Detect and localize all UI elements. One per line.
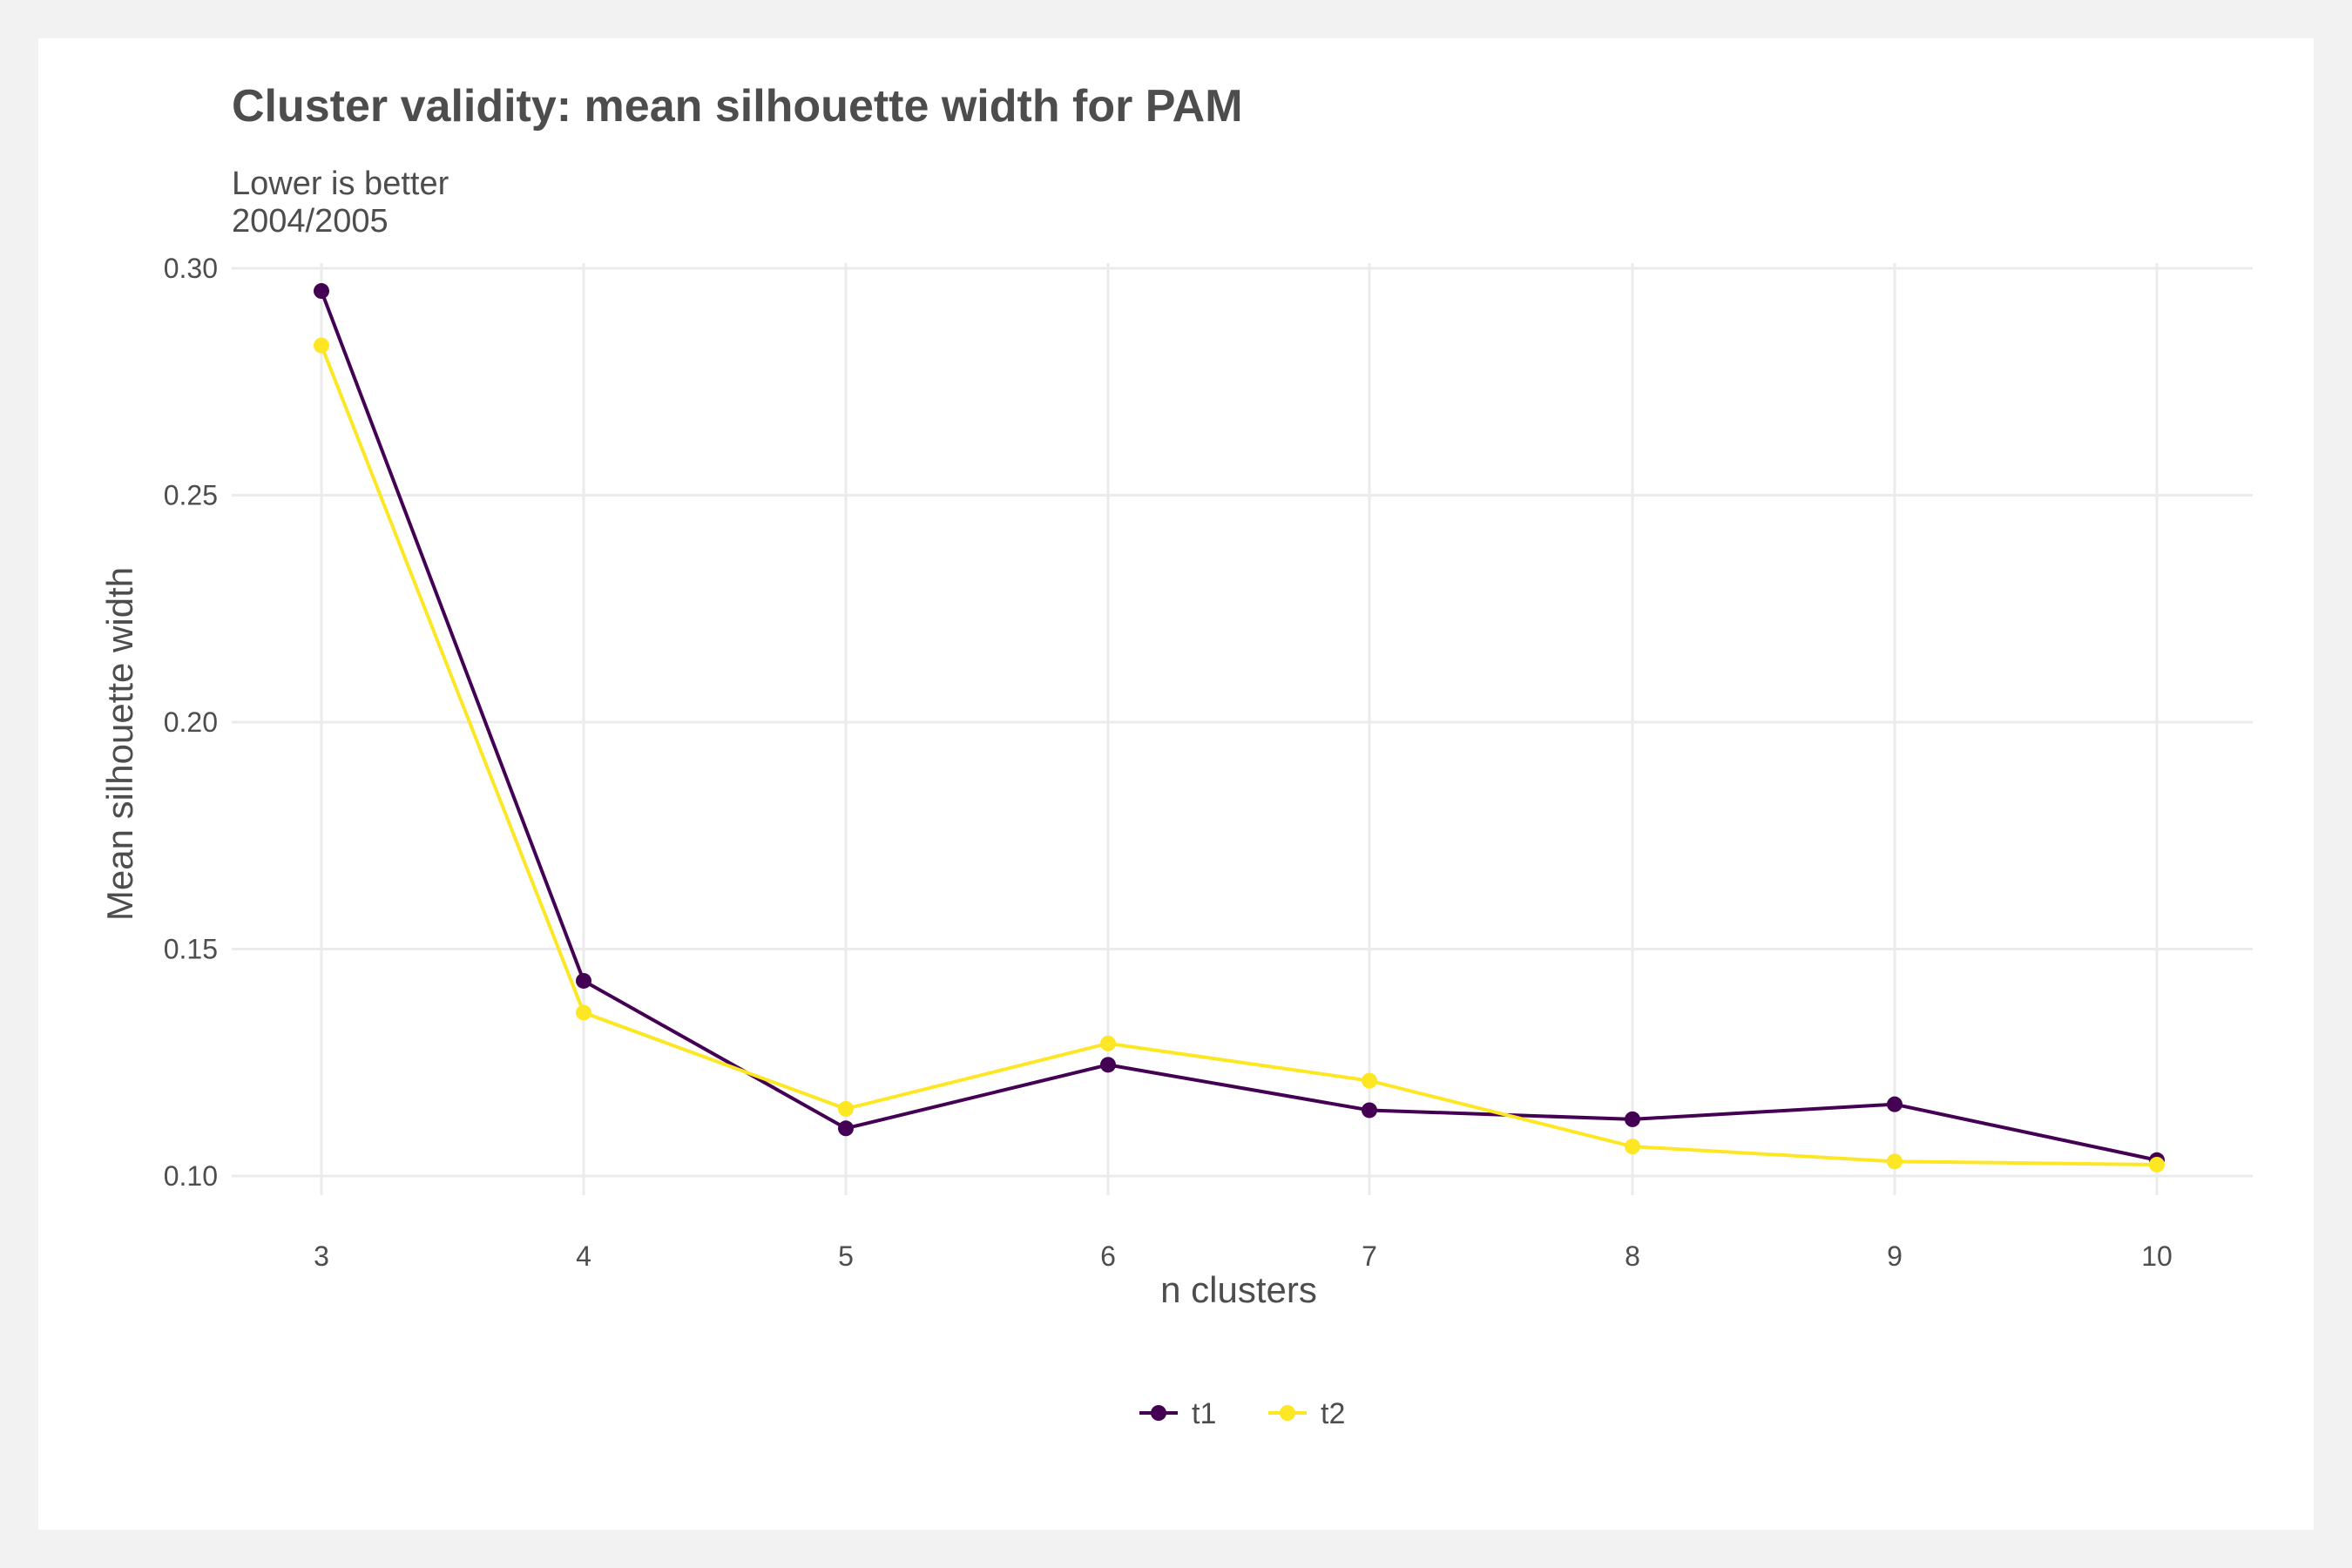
data-point-t2 [2149,1156,2165,1173]
data-point-t2 [1625,1139,1640,1155]
y-tick-label: 0.20 [164,706,218,738]
chart-subtitle-line-2: 2004/2005 [232,203,389,240]
x-gridlines [320,263,2159,1195]
legend-key-point-t1 [1151,1405,1166,1421]
data-point-t2 [314,337,329,354]
y-gridlines [232,267,2253,1178]
x-tick-label: 9 [1887,1240,1903,1272]
data-point-t1 [1625,1111,1640,1127]
series-lines [320,290,2158,1166]
data-point-t2 [838,1100,854,1117]
x-tick-label: 3 [314,1240,329,1272]
x-tick-label: 5 [838,1240,854,1272]
line-chart: Cluster validity: mean silhouette width … [99,81,2253,1430]
y-axis-ticks: 0.10 0.15 0.20 0.25 0.30 [164,253,218,1192]
chart-panel: Cluster validity: mean silhouette width … [38,38,2314,1530]
data-point-t1 [1100,1057,1116,1073]
data-point-t2 [1362,1072,1377,1089]
series-points [314,283,2165,1173]
y-tick-label: 0.15 [164,934,218,965]
data-point-t1 [1362,1102,1377,1119]
data-point-t2 [1100,1035,1116,1051]
x-axis-ticks: 3 4 5 6 7 8 9 10 [314,1240,2173,1272]
chart-title: Cluster validity: mean silhouette width … [232,81,1243,132]
legend-key-point-t2 [1280,1405,1295,1421]
x-tick-label: 10 [2141,1240,2173,1272]
x-tick-label: 4 [576,1240,591,1272]
y-tick-label: 0.30 [164,253,218,284]
y-axis-title: Mean silhouette width [99,567,140,921]
legend: t1 t2 [1139,1397,1345,1430]
data-point-t1 [838,1120,854,1137]
data-point-t1 [576,972,591,989]
legend-label-t1: t1 [1192,1397,1216,1430]
data-point-t1 [1887,1096,1903,1112]
data-point-t2 [576,1004,591,1021]
data-point-t2 [1887,1153,1903,1170]
x-tick-label: 7 [1362,1240,1377,1272]
x-tick-label: 8 [1625,1240,1640,1272]
chart-subtitle-line-1: Lower is better [232,166,449,202]
legend-label-t2: t2 [1321,1397,1345,1430]
data-point-t1 [314,283,329,300]
series-line-t2 [320,344,2158,1166]
series-line-t1 [320,290,2158,1162]
y-tick-label: 0.25 [164,480,218,511]
x-axis-title: n clusters [1160,1269,1317,1310]
x-tick-label: 6 [1100,1240,1116,1272]
y-tick-label: 0.10 [164,1160,218,1192]
